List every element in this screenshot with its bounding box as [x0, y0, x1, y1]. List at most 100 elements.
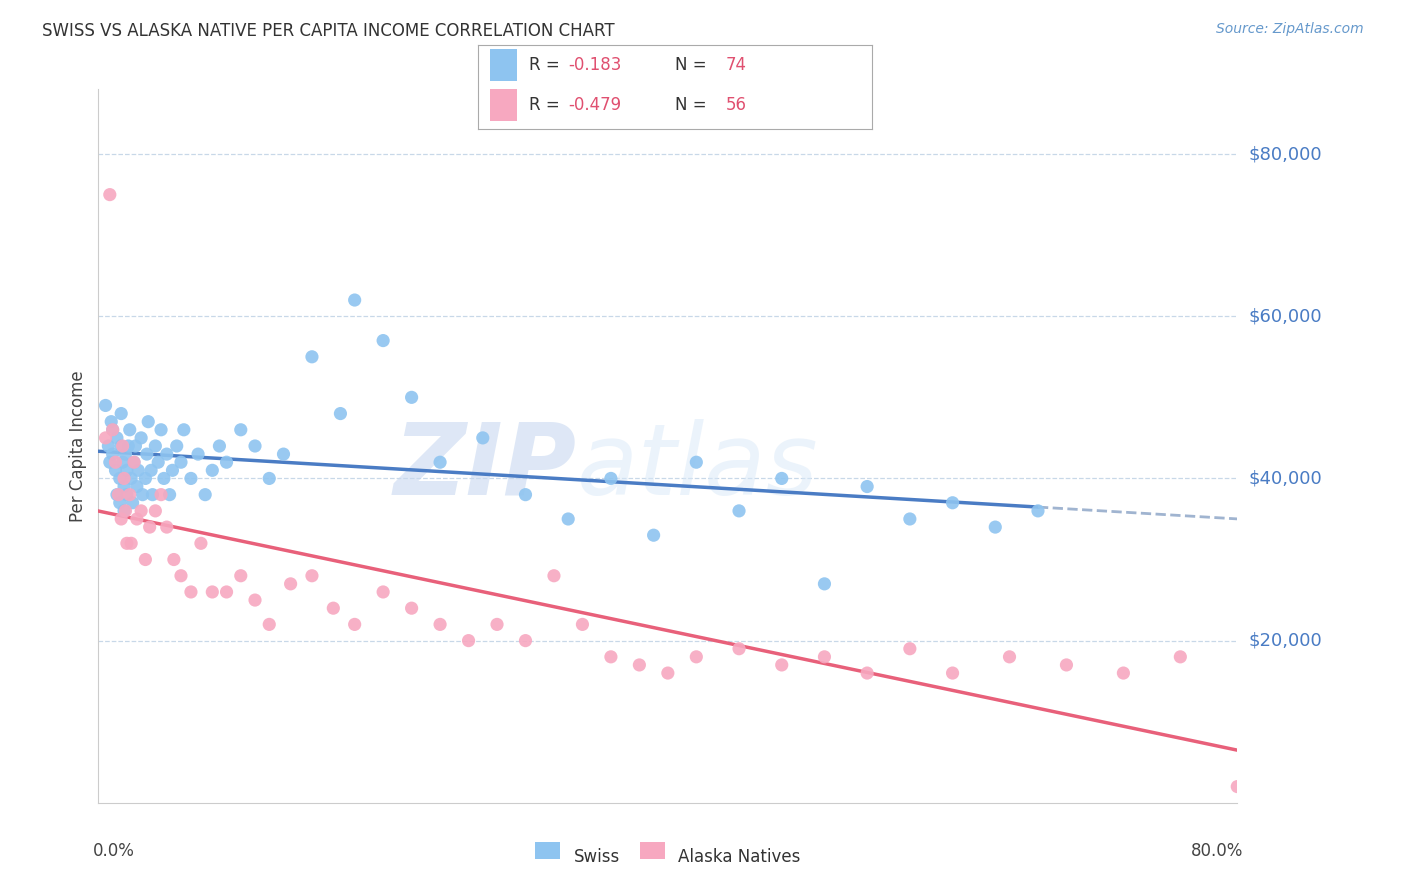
Text: Source: ZipAtlas.com: Source: ZipAtlas.com — [1216, 22, 1364, 37]
Text: -0.479: -0.479 — [568, 95, 621, 114]
Point — [105, 431, 128, 445]
Point — [180, 585, 202, 599]
Point — [229, 423, 252, 437]
Point — [156, 520, 179, 534]
Point — [515, 633, 537, 648]
Point — [173, 423, 195, 437]
Point — [101, 447, 124, 461]
Point — [243, 439, 266, 453]
Point — [150, 423, 173, 437]
Point — [557, 512, 579, 526]
Text: atlas: atlas — [576, 419, 818, 516]
Point — [120, 471, 142, 485]
Point — [813, 649, 835, 664]
Point — [110, 439, 132, 453]
Point — [127, 463, 149, 477]
Point — [728, 641, 751, 656]
Text: 74: 74 — [725, 56, 747, 74]
Point — [104, 463, 127, 477]
Point — [685, 455, 707, 469]
Point — [856, 479, 879, 493]
Point — [170, 568, 193, 582]
Point — [259, 617, 281, 632]
Point — [1056, 657, 1078, 672]
Point — [215, 585, 238, 599]
Point — [643, 528, 665, 542]
Point — [105, 488, 128, 502]
Text: 56: 56 — [725, 95, 747, 114]
Point — [108, 496, 131, 510]
Point — [373, 334, 395, 348]
Point — [984, 520, 1007, 534]
Text: $20,000: $20,000 — [1249, 632, 1323, 649]
Point — [190, 536, 212, 550]
Point — [770, 657, 793, 672]
Point — [107, 488, 129, 502]
Point — [114, 504, 136, 518]
Point — [101, 423, 124, 437]
Point — [110, 512, 132, 526]
Y-axis label: Per Capita Income: Per Capita Income — [69, 370, 87, 522]
Point — [543, 568, 565, 582]
Point — [129, 431, 152, 445]
Point — [134, 552, 156, 566]
Point — [145, 439, 167, 453]
Point — [159, 488, 181, 502]
Text: 0.0%: 0.0% — [93, 842, 135, 860]
Point — [136, 415, 159, 429]
Point — [163, 552, 186, 566]
Point — [208, 439, 231, 453]
Point — [401, 390, 423, 404]
Point — [145, 504, 167, 518]
Point — [280, 577, 302, 591]
Point — [657, 666, 679, 681]
Point — [229, 568, 252, 582]
Point — [115, 463, 138, 477]
Point — [856, 666, 879, 681]
Point — [118, 423, 141, 437]
Point — [153, 471, 176, 485]
Point — [600, 649, 623, 664]
Point — [201, 585, 224, 599]
Point — [571, 617, 593, 632]
Point — [111, 455, 134, 469]
Point — [125, 479, 148, 493]
Point — [486, 617, 509, 632]
Point — [813, 577, 835, 591]
Point — [515, 488, 537, 502]
Point — [898, 641, 921, 656]
Bar — [489, 88, 517, 120]
Point — [259, 471, 281, 485]
Point — [301, 350, 323, 364]
Point — [301, 568, 323, 582]
Point — [273, 447, 295, 461]
Point — [322, 601, 344, 615]
Point — [329, 407, 352, 421]
Point — [122, 455, 145, 469]
Point — [728, 504, 751, 518]
Text: R =: R = — [529, 95, 565, 114]
Point — [1026, 504, 1049, 518]
Point — [187, 447, 209, 461]
Point — [215, 455, 238, 469]
Point — [138, 520, 160, 534]
Point — [343, 617, 366, 632]
Point — [429, 617, 451, 632]
Point — [117, 439, 139, 453]
Point — [110, 407, 132, 421]
Point — [98, 455, 121, 469]
Point — [401, 601, 423, 615]
Legend: Swiss, Alaska Natives: Swiss, Alaska Natives — [529, 841, 807, 873]
Text: ZIP: ZIP — [394, 419, 576, 516]
Point — [131, 488, 153, 502]
Point — [98, 187, 121, 202]
Text: SWISS VS ALASKA NATIVE PER CAPITA INCOME CORRELATION CHART: SWISS VS ALASKA NATIVE PER CAPITA INCOME… — [42, 22, 614, 40]
Text: $60,000: $60,000 — [1249, 307, 1322, 326]
Point — [600, 471, 623, 485]
Point — [139, 463, 162, 477]
Point — [100, 415, 122, 429]
Point — [1170, 649, 1192, 664]
Point — [129, 504, 152, 518]
Point — [170, 455, 193, 469]
Point — [94, 431, 117, 445]
